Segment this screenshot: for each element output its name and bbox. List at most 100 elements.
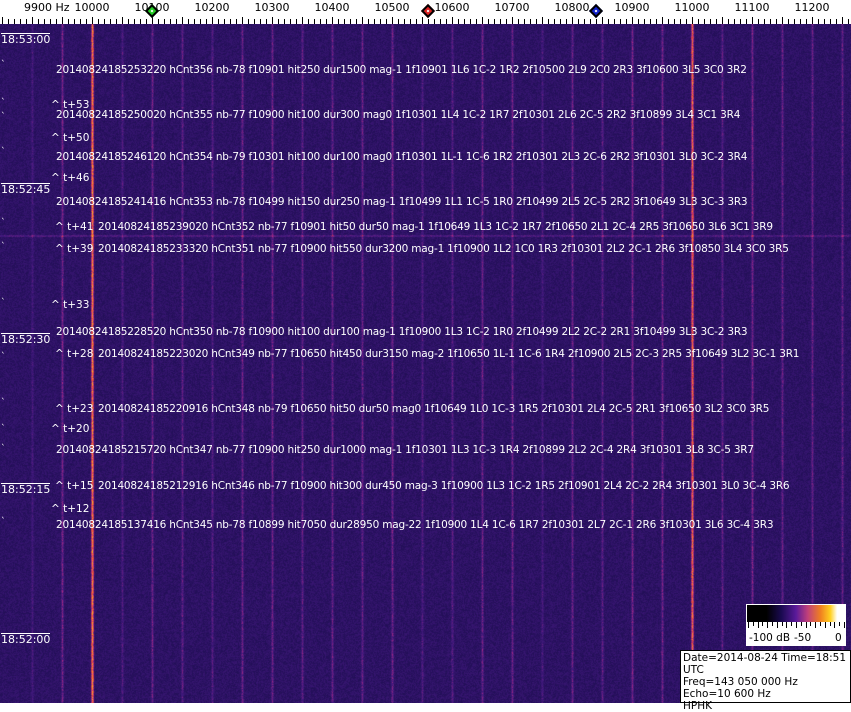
scale-tick bbox=[752, 622, 754, 626]
relative-time-mark: ^ t+46 bbox=[51, 172, 90, 184]
tick-mark: ` bbox=[1, 352, 6, 362]
axis-tick bbox=[620, 19, 621, 24]
axis-tick bbox=[74, 19, 75, 24]
axis-tick bbox=[626, 19, 627, 24]
axis-tick bbox=[320, 19, 321, 24]
freq-label: 10800 bbox=[554, 1, 590, 14]
date-time-line: Date=2014-08-24 Time=18:51 UTC bbox=[683, 652, 847, 676]
axis-tick bbox=[572, 17, 573, 24]
axis-tick bbox=[560, 19, 561, 24]
axis-tick bbox=[674, 19, 675, 24]
axis-tick bbox=[614, 19, 615, 24]
axis-tick bbox=[326, 19, 327, 24]
axis-tick bbox=[110, 19, 111, 24]
axis-tick bbox=[764, 19, 765, 24]
axis-tick bbox=[206, 19, 207, 24]
freq-label: 11100 bbox=[734, 1, 770, 14]
axis-tick bbox=[632, 17, 633, 24]
red-frequency-marker[interactable] bbox=[420, 3, 436, 19]
freq-label: 10400 bbox=[314, 1, 350, 14]
axis-tick bbox=[470, 19, 471, 24]
axis-tick bbox=[248, 19, 249, 24]
relative-time-mark: ^ t+28 bbox=[55, 348, 94, 360]
axis-tick bbox=[848, 19, 849, 24]
axis-tick bbox=[260, 19, 261, 24]
axis-tick bbox=[386, 19, 387, 24]
axis-tick bbox=[398, 19, 399, 24]
axis-tick bbox=[590, 19, 591, 24]
event-log-line: 20140824185228520 hCnt350 nb-78 f10900 h… bbox=[56, 326, 748, 338]
blue-frequency-marker[interactable] bbox=[588, 3, 604, 19]
axis-tick bbox=[362, 17, 363, 24]
axis-tick bbox=[596, 19, 597, 24]
axis-tick bbox=[530, 19, 531, 24]
axis-tick bbox=[548, 19, 549, 24]
relative-time-mark: ^ t+20 bbox=[51, 423, 90, 435]
axis-tick bbox=[716, 19, 717, 24]
axis-tick bbox=[92, 17, 93, 24]
tick-mark: ` bbox=[1, 517, 6, 527]
event-log-line: 20140824185215720 hCnt347 nb-77 f10900 h… bbox=[56, 444, 754, 456]
axis-tick bbox=[116, 19, 117, 24]
axis-unit-label: 9900 Hz bbox=[24, 1, 70, 14]
freq-label: 10200 bbox=[194, 1, 230, 14]
axis-tick bbox=[8, 19, 9, 24]
event-log-line: 20140824185241416 hCnt353 nb-78 f10499 h… bbox=[56, 196, 748, 208]
axis-tick bbox=[224, 19, 225, 24]
axis-tick bbox=[602, 17, 603, 24]
axis-tick bbox=[776, 19, 777, 24]
axis-tick bbox=[584, 19, 585, 24]
scale-tick bbox=[810, 622, 812, 626]
tick-mark: ` bbox=[1, 424, 6, 434]
event-log-line: 20140824185223020 hCnt349 nb-77 f10650 h… bbox=[98, 348, 800, 360]
waterfall-spectrogram bbox=[0, 24, 851, 703]
color-scale-legend: -100 dB -50 0 bbox=[746, 604, 846, 646]
axis-tick bbox=[242, 17, 243, 24]
axis-tick bbox=[338, 19, 339, 24]
station-name: HPHK bbox=[683, 700, 713, 712]
axis-tick bbox=[134, 19, 135, 24]
freq-label: 10300 bbox=[254, 1, 290, 14]
axis-tick bbox=[38, 19, 39, 24]
axis-tick bbox=[812, 17, 813, 24]
axis-tick bbox=[440, 19, 441, 24]
axis-tick bbox=[416, 19, 417, 24]
axis-tick bbox=[146, 19, 147, 24]
axis-tick bbox=[680, 19, 681, 24]
tick-mark: ` bbox=[1, 218, 6, 228]
freq-label: 10000 bbox=[74, 1, 110, 14]
axis-tick bbox=[830, 19, 831, 24]
freq-label: 10500 bbox=[374, 1, 410, 14]
scale-tick bbox=[815, 622, 817, 628]
axis-tick bbox=[32, 17, 33, 24]
time-label: 18:53:00 bbox=[1, 33, 51, 46]
scale-tick bbox=[844, 622, 845, 628]
axis-tick bbox=[236, 19, 237, 24]
axis-tick bbox=[752, 17, 753, 24]
axis-tick bbox=[428, 19, 429, 24]
axis-tick bbox=[80, 19, 81, 24]
scale-tick bbox=[820, 622, 821, 626]
tick-mark: ` bbox=[1, 112, 6, 122]
freq-label: 10600 bbox=[434, 1, 470, 14]
scale-label: -50 bbox=[794, 632, 812, 644]
axis-tick bbox=[392, 17, 393, 24]
event-log-line: 20140824185212916 hCnt346 nb-77 f10900 h… bbox=[98, 480, 790, 492]
axis-tick bbox=[182, 17, 183, 24]
freq-label: 10700 bbox=[494, 1, 530, 14]
axis-tick bbox=[86, 19, 87, 24]
axis-tick bbox=[26, 19, 27, 24]
tick-mark: ` bbox=[1, 147, 6, 157]
axis-tick bbox=[482, 17, 483, 24]
axis-tick bbox=[512, 17, 513, 24]
scale-tick bbox=[776, 622, 778, 628]
axis-tick bbox=[524, 19, 525, 24]
axis-tick bbox=[308, 19, 309, 24]
scale-tick bbox=[829, 622, 831, 626]
event-log-line: 20140824185253220 hCnt356 nb-78 f10901 h… bbox=[56, 64, 747, 76]
relative-time-mark: ^ t+23 bbox=[55, 403, 94, 415]
axis-tick bbox=[788, 19, 789, 24]
freq-label: 11000 bbox=[674, 1, 710, 14]
axis-tick bbox=[722, 17, 723, 24]
